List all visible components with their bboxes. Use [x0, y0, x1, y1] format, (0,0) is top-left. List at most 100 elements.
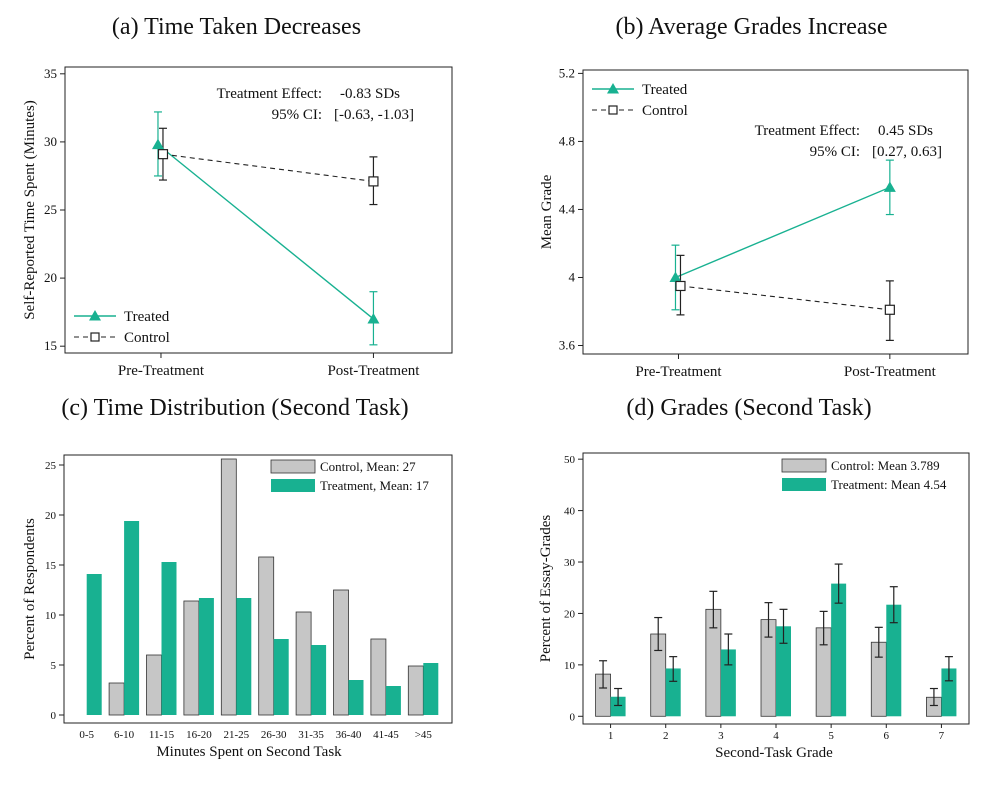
- y-tick-label: 4.4: [559, 201, 576, 216]
- x-tick-label: 4: [773, 730, 779, 742]
- x-tick-label: Post-Treatment: [844, 364, 937, 380]
- x-tick-label: 21-25: [223, 729, 249, 741]
- plot-frame: [582, 69, 969, 355]
- x-tick-label: Pre-Treatment: [118, 363, 205, 379]
- x-tick-label: 5: [828, 730, 834, 742]
- annotation-effect-label: Treatment Effect:: [755, 123, 860, 139]
- y-tick-label: 4: [569, 269, 576, 284]
- y-tick-label: 20: [44, 270, 57, 285]
- y-tick-label: 15: [45, 560, 57, 572]
- legend-control-swatch: [270, 459, 316, 474]
- y-tick-label: 0: [51, 710, 57, 722]
- control-bar: [295, 611, 312, 716]
- treatment-bar: [720, 649, 736, 717]
- treated-line: [157, 144, 374, 320]
- panel-title: (c) Time Distribution (Second Task): [61, 395, 408, 421]
- treatment-bar: [348, 680, 364, 715]
- y-tick-label: 10: [564, 660, 576, 672]
- x-tick-label: 3: [718, 730, 724, 742]
- y-tick-label: 40: [564, 506, 576, 518]
- y-tick-label: 20: [564, 608, 576, 620]
- x-tick-label: 41-45: [373, 729, 399, 741]
- control-bar: [183, 600, 200, 716]
- control-bar: [333, 589, 349, 716]
- control-point: [675, 280, 686, 292]
- control-point: [368, 176, 379, 187]
- treated-point: [669, 271, 682, 282]
- y-tick-label: 3.6: [559, 337, 576, 352]
- treatment-bar: [831, 583, 847, 717]
- annotation-ci-label: 95% CI:: [272, 107, 322, 123]
- legend-treated-marker: [89, 310, 101, 321]
- x-tick-label: 16-20: [186, 729, 212, 741]
- y-tick-label: 25: [44, 202, 57, 217]
- x-tick-label: 7: [939, 730, 945, 742]
- treated-point: [151, 138, 164, 150]
- legend-treatment-label: Treatment: Mean 4.54: [831, 477, 947, 492]
- panel-title: (a) Time Taken Decreases: [112, 14, 361, 40]
- control-bar: [258, 556, 275, 716]
- treatment-bar: [311, 645, 327, 715]
- y-axis-label: Percent of Respondents: [22, 518, 38, 660]
- panel-title: (d) Grades (Second Task): [626, 395, 871, 421]
- x-axis-label: Minutes Spent on Second Task: [156, 744, 342, 760]
- legend-control-label: Control: Mean 3.789: [831, 458, 940, 473]
- treatment-bar: [776, 626, 791, 717]
- control-point: [157, 149, 169, 160]
- treatment-bar: [161, 562, 177, 715]
- y-tick-label: 50: [564, 454, 576, 466]
- treatment-bar: [385, 686, 401, 715]
- control-bar: [108, 682, 125, 716]
- x-tick-label: 0-5: [79, 729, 94, 741]
- control-bar: [407, 665, 424, 716]
- annotation-ci-label: 95% CI:: [810, 144, 860, 160]
- legend-treated-label: Treated: [642, 82, 688, 98]
- treatment-bar: [610, 696, 626, 717]
- treatment-bar: [86, 574, 102, 715]
- x-tick-label: 26-30: [261, 729, 287, 741]
- plot-frame: [63, 454, 453, 724]
- y-tick-label: 5: [51, 660, 57, 672]
- y-axis-label: Self-Reported Time Spent (Minutes): [22, 100, 38, 320]
- legend-control-label: Control, Mean: 27: [320, 459, 416, 474]
- control-bar: [370, 638, 387, 716]
- x-tick-label: 36-40: [336, 729, 362, 741]
- legend-control-marker: [608, 105, 618, 115]
- y-tick-label: 4.8: [559, 133, 575, 148]
- treated-line: [675, 186, 891, 279]
- x-tick-label: 1: [608, 730, 614, 742]
- treatment-bar: [423, 663, 439, 715]
- treatment-bar: [273, 639, 289, 715]
- x-tick-label: 6-10: [114, 729, 135, 741]
- annotation-effect-label: Treatment Effect:: [217, 86, 322, 102]
- legend-control-swatch: [781, 458, 827, 473]
- control-bar: [146, 654, 162, 716]
- y-axis-label: Percent of Essay-Grades: [538, 515, 554, 663]
- y-tick-label: 35: [44, 66, 57, 81]
- treatment-bar: [236, 598, 252, 715]
- y-tick-label: 20: [45, 510, 57, 522]
- x-tick-label: 6: [884, 730, 890, 742]
- x-tick-label: Pre-Treatment: [635, 364, 722, 380]
- y-tick-label: 15: [44, 338, 57, 353]
- annotation-ci-value: [0.27, 0.63]: [872, 144, 942, 160]
- control-line: [162, 153, 374, 182]
- x-tick-label: 11-15: [149, 729, 175, 741]
- y-tick-label: 5.2: [559, 65, 575, 80]
- y-tick-label: 30: [564, 557, 576, 569]
- y-tick-label: 0: [570, 711, 576, 723]
- legend-control-marker: [90, 332, 100, 342]
- y-tick-label: 10: [45, 610, 57, 622]
- panel-title: (b) Average Grades Increase: [615, 14, 887, 40]
- treatment-bar: [124, 521, 140, 715]
- legend-treated-label: Treated: [124, 309, 170, 325]
- treated-point: [367, 312, 380, 324]
- annotation-ci-value: [-0.63, -1.03]: [334, 107, 414, 123]
- control-line: [680, 285, 890, 311]
- y-tick-label: 25: [45, 460, 57, 472]
- legend-treatment-swatch: [782, 478, 826, 491]
- x-tick-label: Post-Treatment: [327, 363, 420, 379]
- control-point: [884, 304, 895, 315]
- control-bar: [220, 458, 237, 716]
